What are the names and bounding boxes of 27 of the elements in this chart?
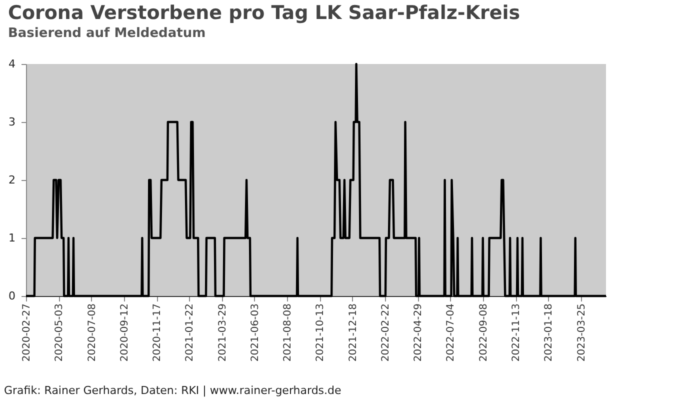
y-tick-label: 0 [8, 290, 16, 302]
x-tick-label: 2021-10-13 [315, 304, 326, 362]
x-tick-label: 2022-11-13 [511, 304, 522, 362]
x-tick-label: 2023-01-18 [544, 304, 555, 362]
x-tick-label: 2020-09-12 [119, 304, 130, 362]
x-tick-label: 2023-03-25 [576, 304, 588, 362]
x-tick-label: 2022-07-04 [446, 304, 457, 362]
x-tick-label: 2021-08-08 [282, 304, 294, 362]
y-tick-label: 3 [8, 116, 16, 128]
chart-subtitle: Basierend auf Meldedatum [8, 26, 206, 41]
y-tick-label: 1 [8, 232, 16, 244]
x-tick-label: 2020-07-08 [86, 304, 98, 362]
x-tick-label: 2022-02-22 [380, 304, 392, 362]
x-tick-label: 2021-01-22 [184, 304, 196, 362]
x-tick-label: 2021-03-29 [217, 304, 228, 362]
x-tick-label: 2021-06-03 [250, 304, 261, 362]
x-tick-label: 2021-12-18 [348, 304, 359, 362]
x-tick-label: 2020-11-17 [152, 304, 164, 362]
x-tick-label: 2020-05-03 [54, 304, 66, 362]
line-series [24, 62, 608, 298]
y-tick-label: 4 [8, 58, 16, 70]
x-tick-label: 2022-09-08 [478, 304, 490, 362]
chart-title: Corona Verstorbene pro Tag LK Saar-Pfalz-Kreis [8, 2, 520, 24]
x-tick-label: 2020-02-27 [22, 304, 32, 362]
text: Grafik: Rainer Gerhards, Daten: RKI | www.rainer-gerhards.de [4, 384, 342, 397]
y-tick-label: 2 [8, 174, 16, 186]
x-tick-label: 2022-04-29 [413, 304, 424, 362]
